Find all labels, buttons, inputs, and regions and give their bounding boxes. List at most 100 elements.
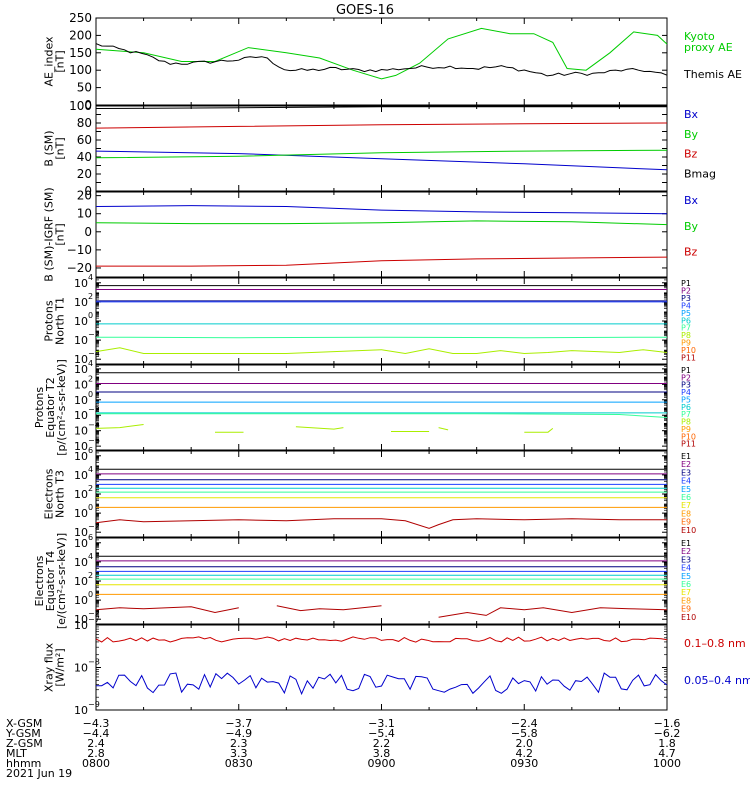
legend-label: E10 xyxy=(681,526,696,535)
y-tick-label: 10 xyxy=(74,556,88,569)
legend-label: P5 xyxy=(681,309,691,318)
y-tick-label: 250 xyxy=(69,11,92,25)
series-line-e9b xyxy=(276,605,382,612)
y-tick-label: −10 xyxy=(67,243,92,257)
y-tick-label: 20 xyxy=(77,189,92,203)
y-tick-exponent: −7 xyxy=(88,615,100,624)
x-row-value: 1000 xyxy=(653,757,681,770)
series-line-e9a xyxy=(95,606,239,614)
y-axis-label: B (SM) xyxy=(43,130,56,166)
legend-label: Bx xyxy=(684,194,699,207)
y-tick-exponent: −2 xyxy=(88,405,100,414)
y-tick-exponent: 0 xyxy=(88,503,93,512)
y-tick-exponent: −9 xyxy=(88,700,100,709)
x-row-value: 2.3 xyxy=(230,737,248,750)
legend-label: E5 xyxy=(681,572,691,581)
legend-label: P4 xyxy=(681,301,691,310)
y-tick-label: 200 xyxy=(69,28,92,42)
y-axis-label: [nT] xyxy=(54,137,67,159)
panel-frame xyxy=(95,364,668,451)
series-line-e9c xyxy=(438,607,668,618)
y-tick-label: 10 xyxy=(74,469,88,482)
x-row-value: −4.4 xyxy=(83,727,110,740)
legend-label: By xyxy=(684,128,699,141)
series-line-p6 xyxy=(95,336,668,339)
date-label: 2021 Jun 19 xyxy=(6,767,72,780)
x-row-value: −5.8 xyxy=(511,727,538,740)
y-tick-exponent: −2 xyxy=(88,609,100,618)
y-axis-label: North T3 xyxy=(54,470,67,518)
legend-label: E4 xyxy=(681,477,691,486)
legend-label: P5 xyxy=(681,395,691,404)
legend-label: E1 xyxy=(681,452,691,461)
y-tick-exponent: 0 xyxy=(88,311,93,320)
legend-label: E6 xyxy=(681,580,691,589)
y-tick-label: 10 xyxy=(74,277,88,290)
y-tick-label: 0 xyxy=(84,184,92,198)
x-row-value: −3.1 xyxy=(368,717,395,730)
legend-label: P1 xyxy=(681,366,691,375)
x-row-value: 0930 xyxy=(510,757,538,770)
panel-3: −20 −10 0 10 20 B (SM)-IGRF (SM)[nT] Bx By Bz xyxy=(43,187,699,281)
y-axis-label: Electrons xyxy=(43,468,56,519)
legend-label: 0.1–0.8 nm xyxy=(684,637,746,650)
y-axis-label: Protons xyxy=(43,300,56,341)
y-tick-label: 40 xyxy=(77,150,92,164)
x-row-value: −2.4 xyxy=(511,717,538,730)
y-tick-exponent: −2 xyxy=(88,330,100,339)
legend-label: Bx xyxy=(684,108,699,121)
x-row-value: 0830 xyxy=(225,757,253,770)
y-tick-exponent: 2 xyxy=(88,374,93,383)
legend-label: P8 xyxy=(681,331,691,340)
y-tick-label: 10 xyxy=(74,296,88,309)
legend-label: By xyxy=(684,220,699,233)
y-axis-label: [nT] xyxy=(54,223,67,245)
y-axis-label: AE_index xyxy=(43,36,56,87)
series-line-bz xyxy=(96,256,668,267)
y-tick-label: 10 xyxy=(74,613,88,626)
y-axis-label: Equator T4 xyxy=(44,551,57,611)
y-tick-label: 10 xyxy=(74,575,88,588)
legend-label: P4 xyxy=(681,388,691,397)
y-axis-label: Equator T2 xyxy=(44,377,57,437)
legend-label: proxy AE xyxy=(684,41,733,54)
y-axis-label: Protons xyxy=(33,387,46,428)
x-row-value: −1.6 xyxy=(654,717,681,730)
y-tick-label: 50 xyxy=(77,81,92,95)
x-row-value: 2.8 xyxy=(87,747,105,760)
legend-label: P10 xyxy=(681,346,696,355)
x-row-value: 0800 xyxy=(82,757,110,770)
x-row-label: hhmm xyxy=(6,757,41,770)
x-row-value: 1.8 xyxy=(658,737,676,750)
x-axis-table: X-GSM −4.3 −3.7 −3.1 −2.4 −1.6 Y-GSM −4.4 −4.9 −5… xyxy=(5,717,681,780)
x-row-label: Y-GSM xyxy=(5,727,41,740)
y-tick-exponent: 0 xyxy=(88,390,93,399)
y-tick-exponent: −8 xyxy=(88,658,100,667)
y-tick-label: 10 xyxy=(74,353,88,366)
y-tick-exponent: −4 xyxy=(88,349,100,358)
series-line-p7 xyxy=(95,424,144,429)
series-line-p7 xyxy=(95,347,668,355)
y-tick-label: 10 xyxy=(74,440,88,453)
y-tick-label: 0 xyxy=(84,98,92,112)
x-row-value: 2.0 xyxy=(516,737,534,750)
y-tick-label: 10 xyxy=(74,315,88,328)
legend-label: P7 xyxy=(681,324,691,333)
legend-label: P2 xyxy=(681,286,691,295)
legend-label: E2 xyxy=(681,460,691,469)
series-line-kyoto-proxy-ae xyxy=(95,27,668,80)
panel-frame xyxy=(95,191,668,278)
y-tick-label: 10 xyxy=(74,394,88,407)
legend-label: Themis AE xyxy=(683,68,742,81)
panel-frame xyxy=(95,105,668,192)
x-row-label: X-GSM xyxy=(6,717,42,730)
legend-label: Kyoto xyxy=(684,30,715,43)
y-tick-label: 10 xyxy=(74,409,88,422)
legend-label: P6 xyxy=(681,316,691,325)
x-row-value: −5.4 xyxy=(368,727,395,740)
y-tick-label: 10 xyxy=(74,334,88,347)
x-row-value: −4.3 xyxy=(83,717,110,730)
